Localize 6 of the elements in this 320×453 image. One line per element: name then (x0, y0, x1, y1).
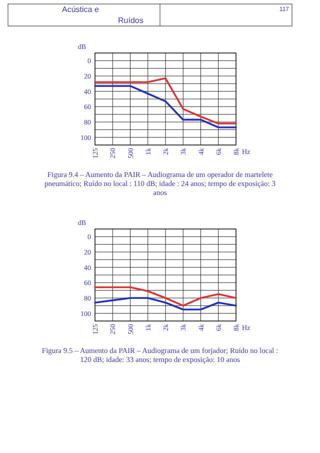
line-series (94, 297, 237, 310)
line-series (94, 286, 237, 307)
line-series (94, 85, 237, 128)
text: Ruídos (118, 16, 144, 25)
line-series (94, 77, 237, 124)
text: Acústica e (62, 5, 100, 14)
